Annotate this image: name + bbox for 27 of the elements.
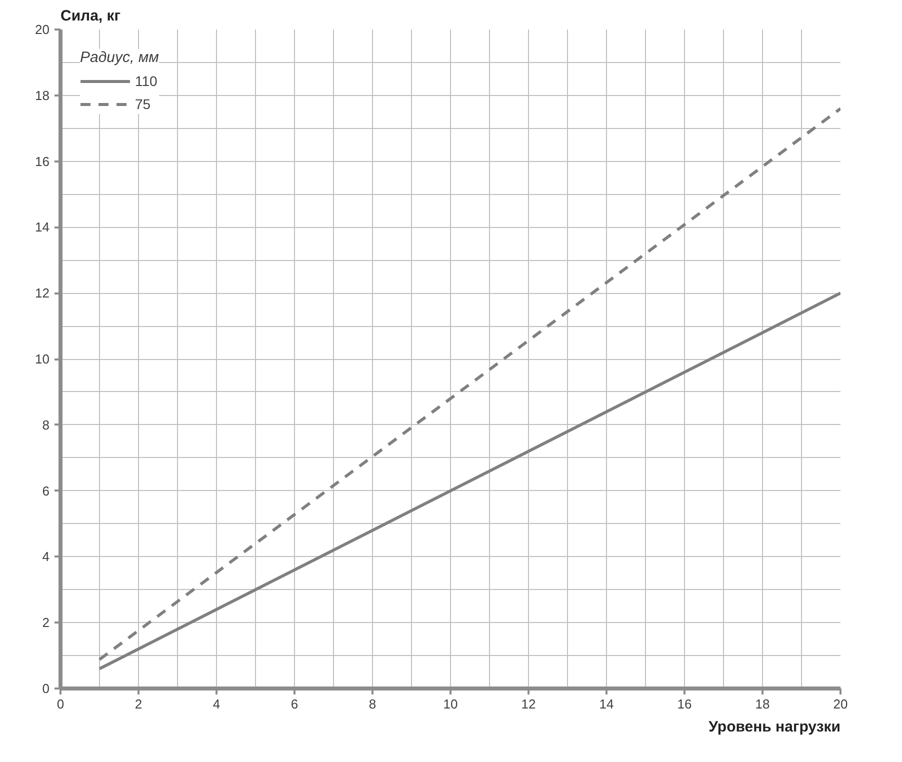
y-tick-label: 2 — [42, 615, 50, 630]
x-tick-label: 4 — [212, 696, 220, 712]
legend-label: 110 — [135, 73, 158, 89]
y-tick-label: 10 — [35, 352, 50, 366]
y-tick-label: 4 — [42, 549, 50, 564]
x-tick-label: 2 — [134, 696, 142, 712]
x-tick-label: 6 — [290, 696, 298, 712]
x-tick-label: 16 — [677, 696, 692, 712]
x-tick-label: 20 — [833, 696, 848, 712]
x-tick-label: 14 — [599, 696, 614, 712]
x-tick-label: 0 — [56, 696, 64, 712]
y-tick-label: 18 — [35, 88, 50, 103]
x-tick-label: 8 — [368, 696, 376, 712]
legend-label: 75 — [135, 96, 152, 112]
x-tick-label: 18 — [755, 696, 770, 712]
x-axis-title: Уровень нагрузки — [708, 718, 840, 736]
legend-title: Радиус, мм — [80, 49, 159, 66]
y-tick-label: 0 — [42, 681, 50, 696]
x-tick-label: 10 — [443, 696, 458, 712]
y-tick-label: 12 — [35, 286, 50, 301]
y-tick-label: 6 — [42, 483, 50, 498]
y-tick-label: 8 — [42, 417, 50, 432]
y-axis-title: Сила, кг — [60, 8, 121, 24]
y-tick-label: 14 — [35, 220, 50, 235]
y-tick-label: 20 — [35, 22, 50, 37]
y-tick-label: 16 — [35, 154, 50, 169]
x-tick-label: 12 — [521, 696, 536, 712]
